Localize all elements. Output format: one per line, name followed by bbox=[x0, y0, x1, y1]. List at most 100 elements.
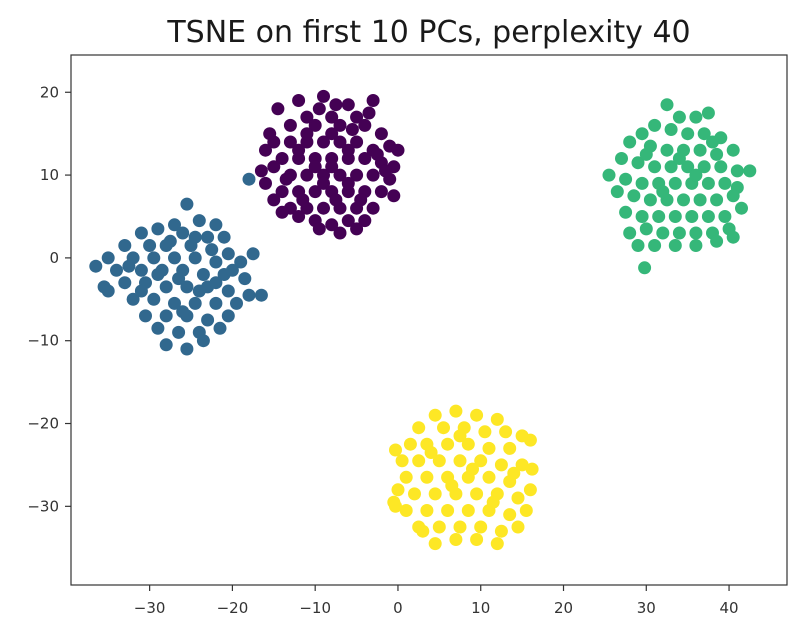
scatter-point bbox=[221, 309, 235, 323]
scatter-point bbox=[151, 268, 165, 281]
scatter-point bbox=[134, 284, 148, 298]
scatter-point bbox=[176, 305, 190, 319]
scatter-point bbox=[192, 214, 206, 228]
scatter-point bbox=[300, 110, 314, 124]
scatter-point bbox=[118, 276, 132, 290]
plot-area-frame bbox=[70, 54, 788, 586]
scatter-point bbox=[615, 152, 628, 165]
scatter-point bbox=[312, 102, 326, 116]
scatter-point bbox=[639, 147, 653, 161]
scatter-point bbox=[350, 168, 364, 182]
scatter-point bbox=[312, 222, 326, 236]
scatter-point bbox=[412, 421, 426, 435]
scatter-point bbox=[221, 247, 235, 261]
scatter-point bbox=[391, 483, 405, 497]
scatter-point bbox=[354, 193, 368, 207]
scatter-point bbox=[623, 226, 637, 240]
scatter-point bbox=[317, 89, 330, 103]
scatter-point bbox=[196, 334, 210, 348]
scatter-point bbox=[176, 226, 190, 240]
scatter-point bbox=[279, 172, 293, 186]
scatter-point bbox=[126, 292, 140, 306]
scatter-point bbox=[234, 255, 248, 269]
scatter-point bbox=[317, 176, 330, 190]
scatter-point bbox=[660, 98, 674, 112]
scatter-point bbox=[350, 222, 364, 236]
scatter-point bbox=[345, 123, 359, 136]
scatter-point bbox=[362, 106, 376, 120]
scatter-point bbox=[412, 454, 426, 468]
scatter-point bbox=[648, 239, 662, 252]
scatter-point bbox=[259, 176, 272, 190]
scatter-point bbox=[639, 222, 653, 236]
scatter-point bbox=[151, 321, 165, 335]
scatter-point bbox=[623, 135, 637, 149]
scatter-point bbox=[648, 118, 662, 132]
scatter-point bbox=[242, 172, 256, 186]
scatter-point bbox=[217, 230, 231, 244]
scatter-point bbox=[89, 259, 103, 273]
scatter-point bbox=[648, 160, 662, 174]
scatter-point bbox=[221, 284, 235, 298]
scatter-point bbox=[263, 127, 277, 141]
scatter-point bbox=[168, 218, 181, 232]
scatter-point bbox=[163, 234, 177, 248]
scatter-point bbox=[246, 247, 260, 261]
scatter-point bbox=[461, 504, 475, 517]
scatter-point bbox=[693, 143, 707, 157]
scatter-point bbox=[635, 176, 649, 190]
scatter-point bbox=[627, 189, 641, 203]
scatter-point bbox=[499, 425, 513, 439]
scatter-point bbox=[503, 508, 517, 522]
scatter-point bbox=[652, 210, 666, 223]
scatter-point bbox=[470, 408, 484, 422]
scatter-point bbox=[416, 524, 430, 538]
scatter-point bbox=[333, 226, 347, 240]
scatter-point bbox=[602, 168, 616, 182]
scatter-point bbox=[325, 127, 339, 141]
scatter-point bbox=[358, 118, 372, 132]
scatter-point bbox=[449, 404, 463, 418]
scatter-point bbox=[511, 520, 525, 534]
x-tick-label: 40 bbox=[720, 599, 739, 617]
scatter-point bbox=[681, 160, 695, 174]
y-tick-label: 20 bbox=[40, 83, 59, 101]
points-layer bbox=[89, 89, 757, 551]
scatter-point bbox=[333, 168, 347, 182]
scatter-point bbox=[151, 222, 165, 236]
scatter-point bbox=[718, 210, 732, 223]
scatter-point bbox=[478, 425, 492, 439]
scatter-point bbox=[470, 533, 484, 546]
x-tick-label: −20 bbox=[217, 599, 249, 617]
scatter-point bbox=[656, 226, 670, 240]
scatter-point bbox=[441, 437, 455, 451]
scatter-point bbox=[453, 454, 467, 468]
scatter-point bbox=[519, 504, 533, 517]
scatter-point bbox=[677, 193, 690, 207]
scatter-point bbox=[139, 309, 152, 323]
scatter-point bbox=[254, 164, 268, 178]
scatter-point bbox=[507, 466, 521, 480]
scatter-point bbox=[424, 446, 438, 459]
scatter-point bbox=[511, 491, 525, 505]
scatter-point bbox=[201, 230, 215, 244]
scatter-point bbox=[391, 143, 405, 157]
scatter-point bbox=[710, 234, 724, 248]
scatter-point bbox=[660, 143, 674, 157]
scatter-point bbox=[453, 429, 467, 443]
scatter-point bbox=[408, 487, 421, 501]
scatter-point bbox=[118, 239, 132, 252]
scatter-point bbox=[271, 102, 285, 116]
scatter-point bbox=[192, 284, 206, 298]
scatter-point bbox=[134, 263, 148, 277]
scatter-point bbox=[333, 135, 347, 149]
scatter-point bbox=[188, 296, 202, 310]
x-axis: −30 −20 −10 0 10 20 30 40 bbox=[134, 585, 739, 617]
scatter-point bbox=[668, 176, 682, 190]
scatter-point bbox=[283, 118, 297, 132]
scatter-point bbox=[482, 441, 496, 455]
scatter-point bbox=[188, 251, 202, 265]
scatter-point bbox=[329, 98, 343, 112]
scatter-point bbox=[461, 437, 475, 451]
scatter-point bbox=[325, 160, 339, 174]
